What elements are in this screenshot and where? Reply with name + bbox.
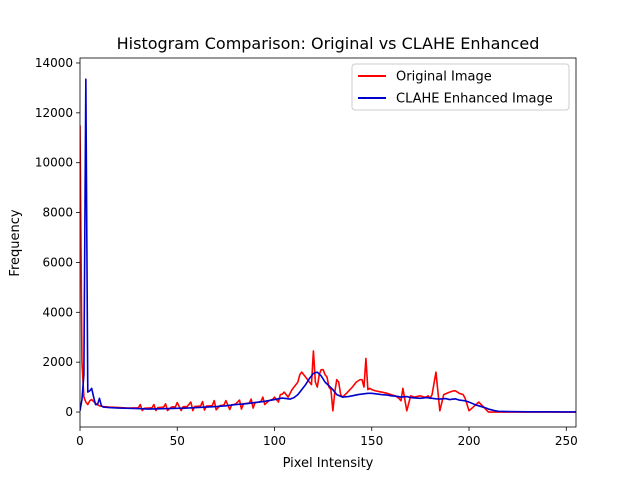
legend-label-2: CLAHE Enhanced Image [396, 92, 553, 107]
chart-title: Histogram Comparison: Original vs CLAHE … [117, 34, 540, 53]
series-line-1 [80, 125, 576, 413]
y-tick-label: 8000 [42, 206, 73, 220]
y-tick-label: 6000 [42, 255, 73, 269]
y-tick-label: 4000 [42, 305, 73, 319]
x-tick-label: 150 [360, 434, 383, 448]
y-tick-label: 10000 [35, 156, 73, 170]
x-tick-label: 100 [263, 434, 286, 448]
x-axis-label: Pixel Intensity [283, 456, 374, 471]
x-tick-label: 0 [76, 434, 84, 448]
x-tick-label: 50 [170, 434, 185, 448]
legend-label-1: Original Image [396, 70, 492, 85]
axis-ticks: 0 50 100 150 200 250 0 2000 4000 6000 8000 10000 120… [35, 56, 578, 448]
legend-box [351, 63, 570, 111]
y-tick-label: 2000 [42, 355, 73, 369]
x-tick-label: 200 [458, 434, 481, 448]
y-tick-label: 12000 [35, 106, 73, 120]
y-axis-label: Frequency [8, 209, 23, 276]
y-tick-label: 0 [65, 405, 73, 419]
plot-frame [79, 57, 577, 428]
plot-area [79, 57, 577, 428]
y-tick-label: 14000 [35, 56, 73, 70]
series-line-2 [80, 78, 576, 413]
x-tick-label: 250 [555, 434, 578, 448]
legend: Original Image CLAHE Enhanced Image [351, 63, 570, 111]
